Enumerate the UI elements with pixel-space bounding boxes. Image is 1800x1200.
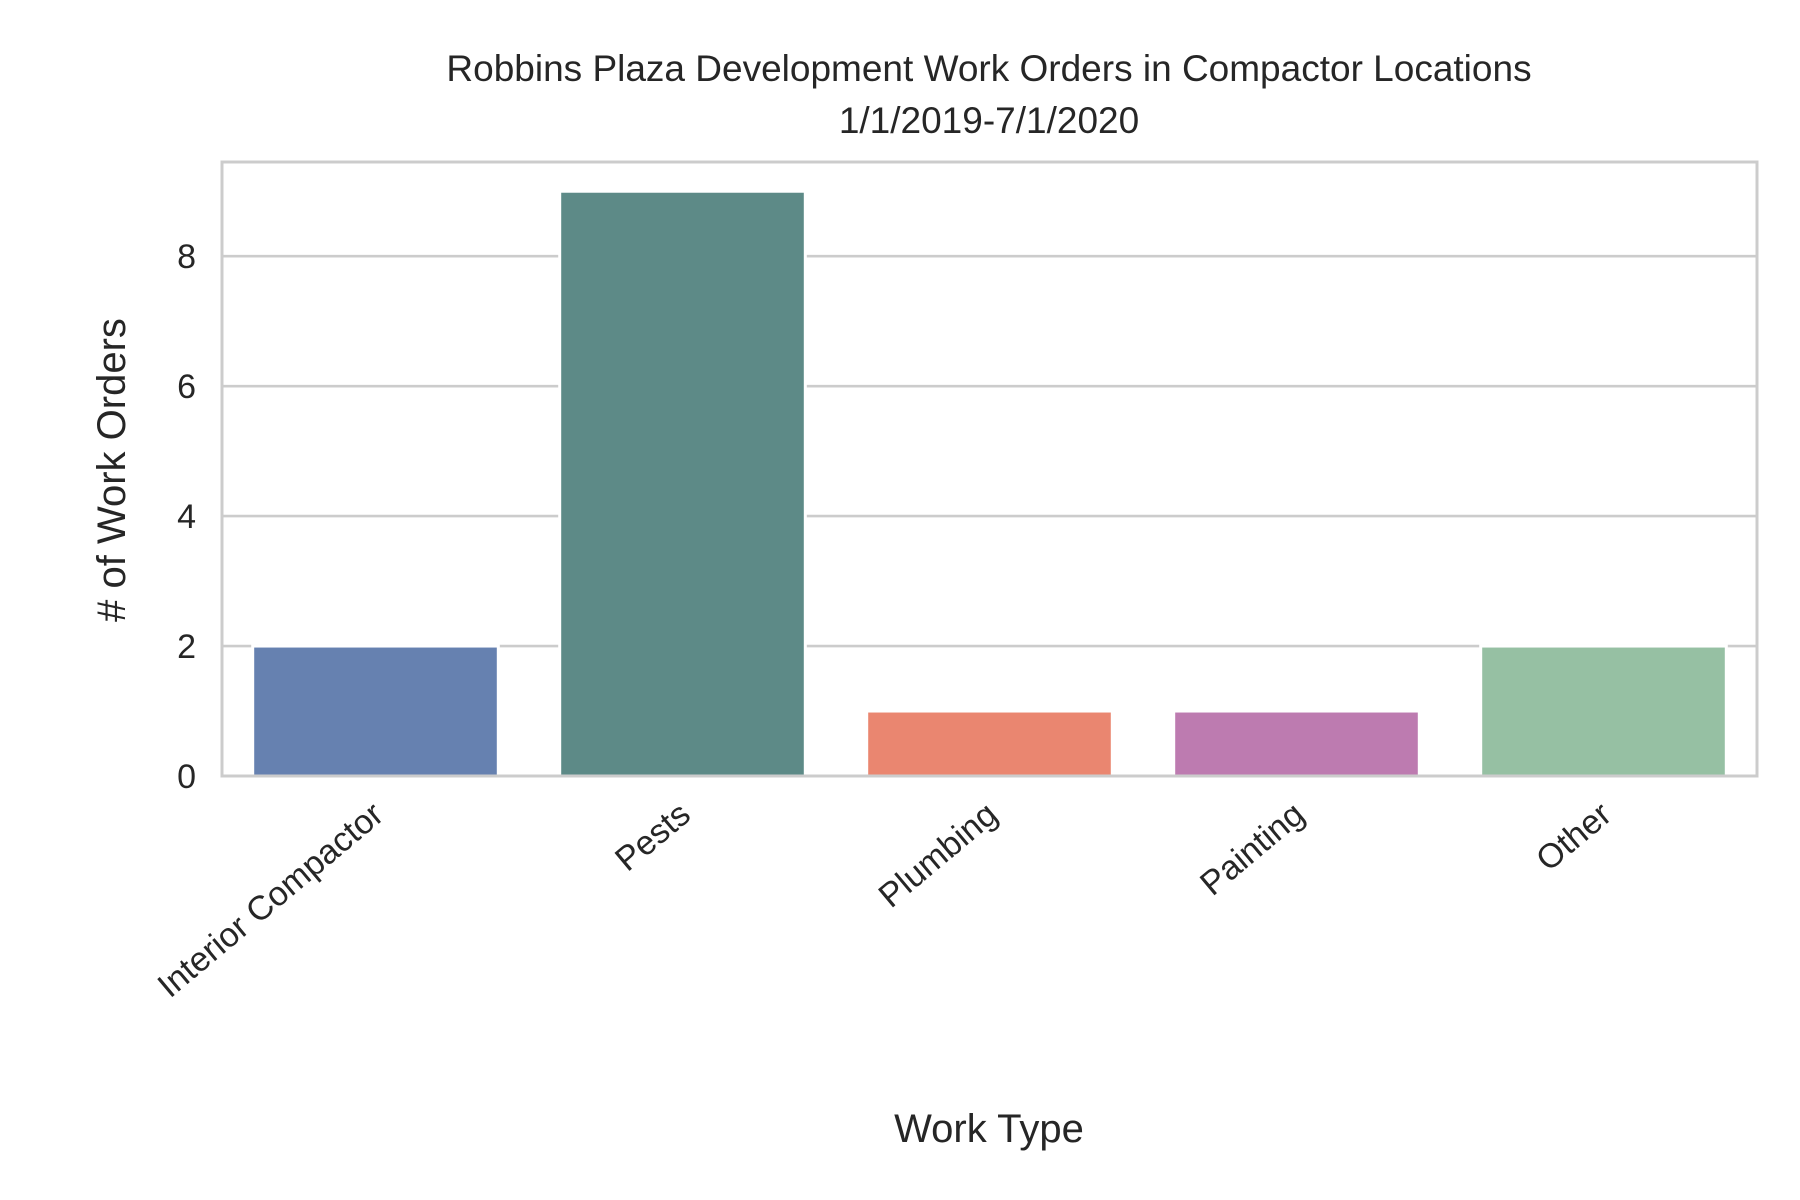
x-tick-label: Other — [1529, 795, 1619, 879]
bar-painting — [1172, 709, 1421, 778]
bar-plumbing — [865, 709, 1114, 778]
plot-frame — [220, 160, 1759, 778]
bar-interior-compactor — [251, 644, 500, 778]
x-axis-label: Work Type — [894, 1107, 1084, 1151]
y-tick-labels: 0 2 4 6 8 — [177, 238, 196, 796]
chart-subtitle: 1/1/2019-7/1/2020 — [839, 100, 1139, 141]
bar-other — [1479, 644, 1728, 778]
x-tick-label: Plumbing — [872, 795, 1005, 915]
y-axis-label: # of Work Orders — [90, 318, 134, 622]
y-tick-label: 4 — [177, 498, 196, 536]
x-tick-labels: Interior Compactor Pests Plumbing Painting O… — [151, 795, 1619, 1005]
y-tick-label: 0 — [177, 758, 196, 796]
y-tick-label: 2 — [177, 628, 196, 666]
y-tick-label: 6 — [177, 368, 196, 406]
x-tick-label: Pests — [608, 795, 698, 879]
bars — [251, 189, 1728, 778]
bar-pests — [558, 189, 807, 778]
x-tick-label: Interior Compactor — [151, 795, 391, 1005]
x-tick-label: Painting — [1193, 795, 1312, 903]
chart-title: Robbins Plaza Development Work Orders in… — [446, 48, 1531, 89]
y-tick-label: 8 — [177, 238, 196, 276]
